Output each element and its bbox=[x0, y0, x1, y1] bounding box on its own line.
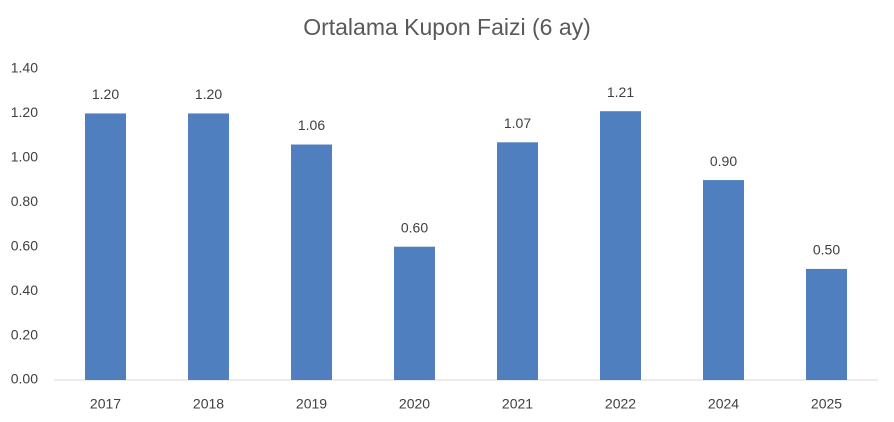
y-tick-label: 0.20 bbox=[11, 326, 38, 342]
data-label: 1.07 bbox=[504, 115, 531, 131]
data-label: 0.60 bbox=[401, 219, 428, 235]
bar bbox=[497, 142, 538, 380]
bar bbox=[291, 144, 332, 380]
x-tick-label: 2017 bbox=[90, 396, 121, 412]
y-tick-label: 0.80 bbox=[11, 193, 38, 209]
x-tick-label: 2018 bbox=[193, 396, 224, 412]
data-label: 0.50 bbox=[813, 242, 840, 258]
bar bbox=[188, 113, 229, 380]
y-tick-label: 1.40 bbox=[11, 60, 38, 76]
y-tick-label: 0.60 bbox=[11, 237, 38, 253]
data-label: 1.20 bbox=[195, 86, 222, 102]
bar bbox=[85, 113, 126, 380]
x-tick-label: 2021 bbox=[502, 396, 533, 412]
chart-title: Ortalama Kupon Faizi (6 ay) bbox=[303, 14, 591, 40]
x-tick-label: 2019 bbox=[296, 396, 327, 412]
data-label: 0.90 bbox=[710, 153, 737, 169]
x-tick-label: 2022 bbox=[605, 396, 636, 412]
y-tick-label: 1.20 bbox=[11, 104, 38, 120]
bar bbox=[806, 268, 847, 380]
bar bbox=[703, 180, 744, 380]
bar bbox=[600, 111, 641, 380]
data-label: 1.20 bbox=[92, 86, 119, 102]
x-tick-label: 2025 bbox=[811, 396, 842, 412]
y-tick-label: 1.00 bbox=[11, 149, 38, 165]
data-label: 1.21 bbox=[607, 84, 634, 100]
x-tick-label: 2020 bbox=[399, 396, 430, 412]
x-tick-label: 2024 bbox=[708, 396, 739, 412]
y-tick-label: 0.00 bbox=[11, 371, 38, 387]
bar bbox=[394, 246, 435, 380]
y-tick-label: 0.40 bbox=[11, 282, 38, 298]
data-label: 1.06 bbox=[298, 117, 325, 133]
